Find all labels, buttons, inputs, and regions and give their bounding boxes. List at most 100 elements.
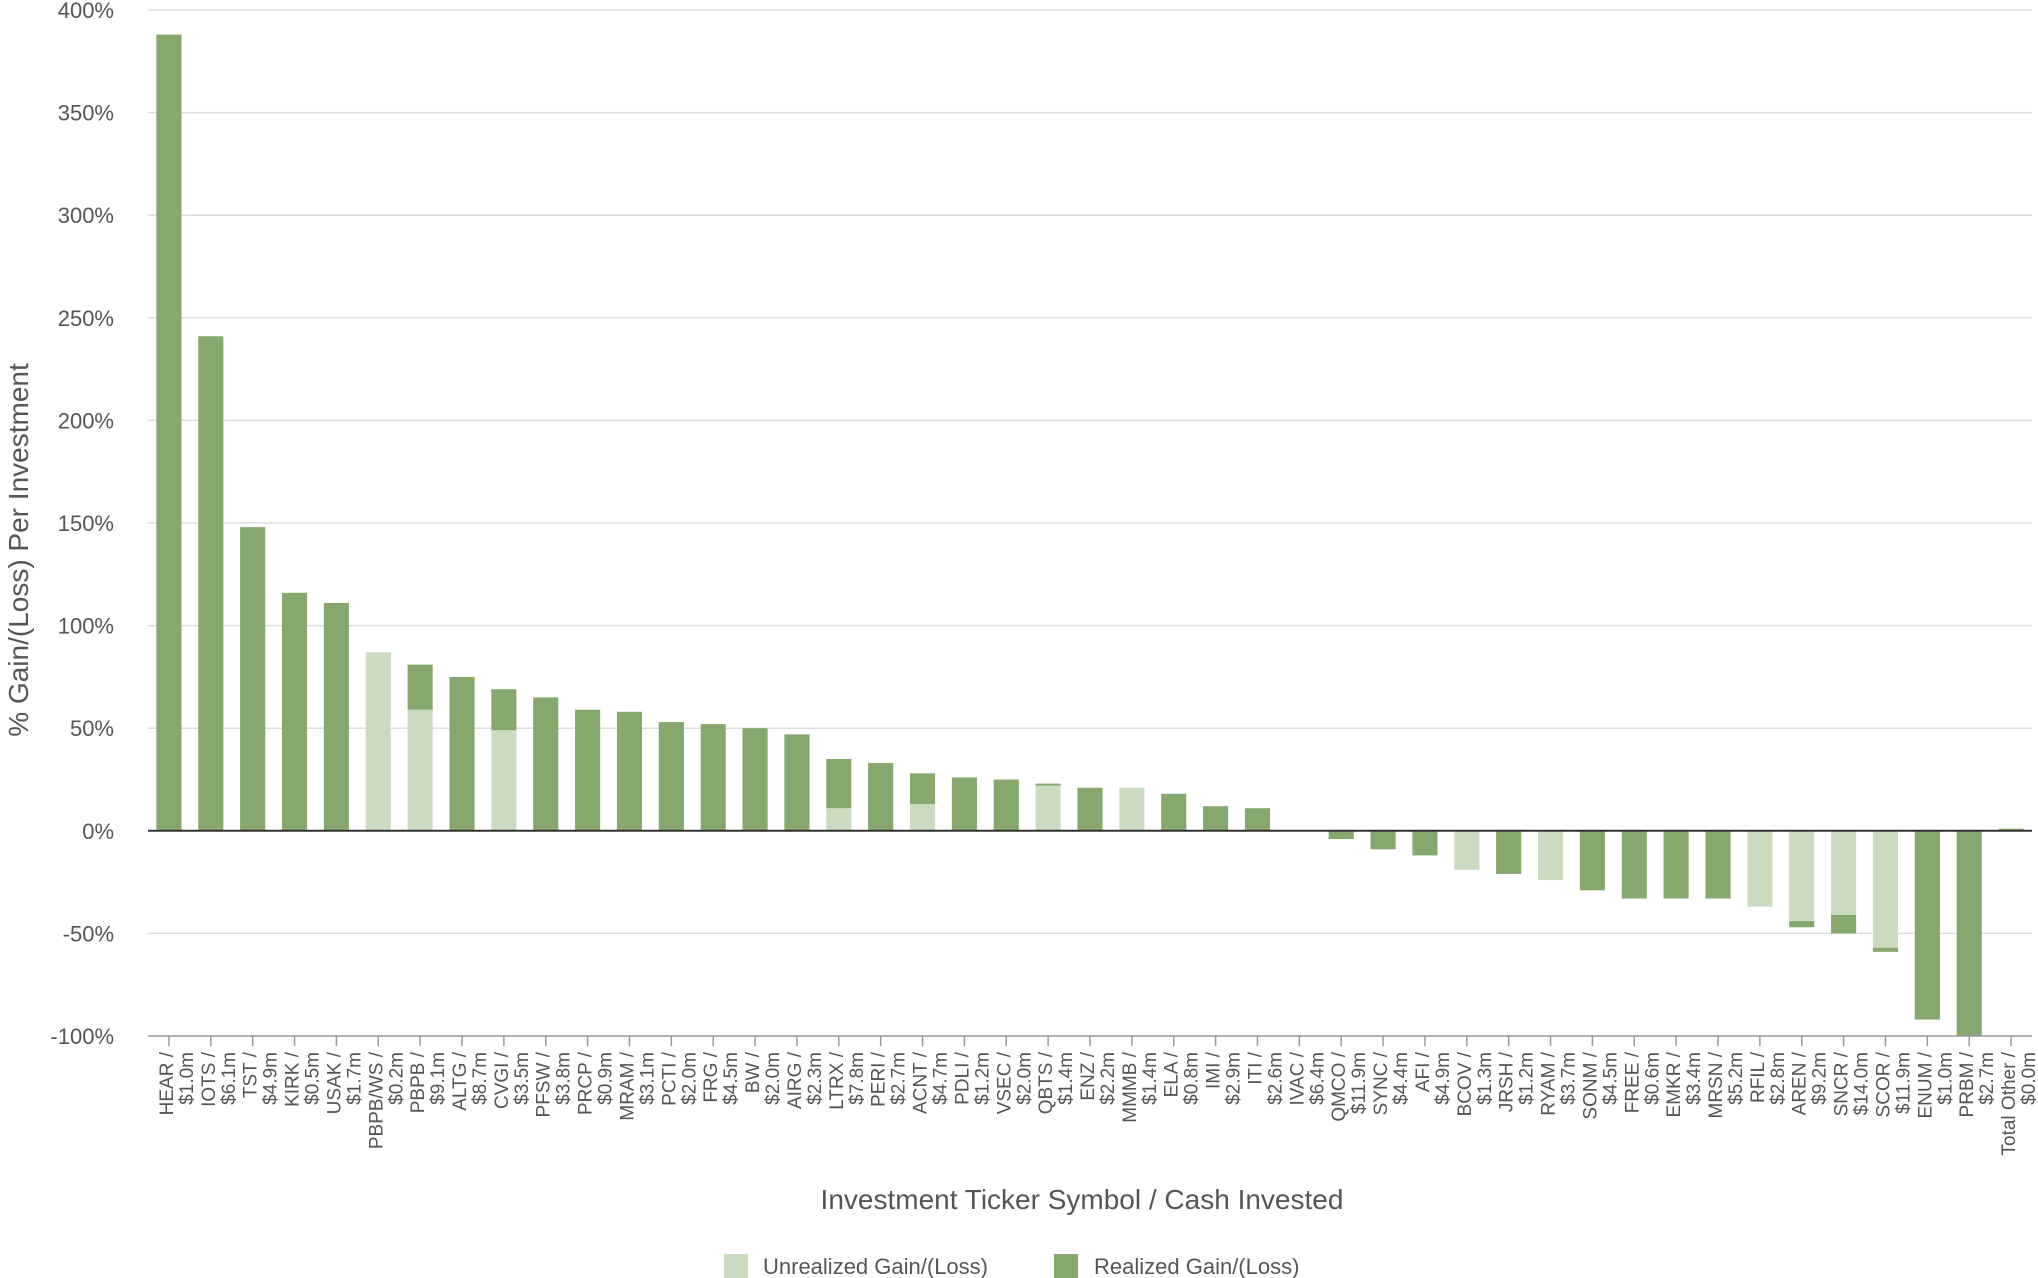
x-category-ticker: MMMB / [1120, 1051, 1141, 1122]
bars [156, 34, 2024, 1036]
x-category-label: ACNT /$4.7m [911, 1051, 952, 1114]
x-category-label: HEAR /$1.0m [157, 1051, 198, 1115]
x-category-cash: $2.0m [679, 1052, 700, 1105]
x-category-label: BW /$2.0m [743, 1051, 784, 1105]
x-category-label: Total Other /$0.0m [1999, 1051, 2038, 1155]
x-category-label: MRAM /$3.1m [618, 1051, 659, 1120]
y-axis-title: % Gain/(Loss) Per Investment [3, 363, 34, 737]
x-category-label: BCOV /$1.3m [1455, 1051, 1496, 1116]
y-tick-label: 100% [58, 614, 114, 639]
x-category-cash: $0.0m [2019, 1052, 2038, 1105]
x-category-cash: $6.1m [219, 1052, 240, 1105]
x-category-ticker: IVAC / [1287, 1051, 1308, 1105]
bar-realized [1621, 830, 1647, 899]
bar-realized [575, 709, 601, 831]
bar-realized [281, 592, 308, 831]
x-category-cash: $3.4m [1684, 1052, 1705, 1105]
x-category-cash: $1.4m [1056, 1052, 1077, 1105]
bar-unrealized [1831, 830, 1857, 915]
x-category-ticker: ENUM / [1915, 1051, 1936, 1118]
x-category-label: PDLI /$1.2m [952, 1051, 993, 1105]
bar-realized [156, 34, 182, 831]
x-category-cash: $4.5m [721, 1052, 742, 1105]
bar-realized [407, 664, 433, 710]
x-category-label: QBTS /$1.4m [1036, 1051, 1077, 1114]
x-category-ticker: RFIL / [1748, 1051, 1769, 1103]
x-category-label: PBPB /$9.1m [408, 1051, 449, 1113]
x-category-label: MMMB /$1.4m [1120, 1051, 1161, 1122]
x-category-cash: $0.9m [596, 1052, 617, 1105]
x-category-ticker: PCTI / [659, 1051, 680, 1106]
legend-swatch-realized [1054, 1254, 1078, 1278]
x-category-label: PFSW /$3.8m [534, 1051, 575, 1117]
x-category-ticker: PBPB/WS / [366, 1051, 387, 1149]
x-category-label: CVGI /$3.5m [492, 1051, 533, 1109]
x-category-ticker: PERI / [869, 1051, 890, 1107]
y-tick-label: 300% [58, 203, 114, 228]
bar-realized [240, 527, 266, 831]
bar-realized [993, 779, 1019, 831]
x-category-ticker: MRSN / [1706, 1051, 1727, 1118]
x-category-ticker: QMCO / [1329, 1051, 1350, 1121]
x-category-cash: $2.7m [889, 1052, 910, 1105]
x-category-cash: $4.5m [1600, 1052, 1621, 1105]
bar-realized [1789, 921, 1815, 928]
y-tick-label: -100% [50, 1024, 114, 1049]
x-category-label: PBPB/WS /$0.2m [366, 1051, 407, 1149]
bar-unrealized [1789, 830, 1815, 922]
y-axis-ticks: -100% -50% 0% 50% 100% 150% 200% 250% 300% 350% 40… [50, 0, 114, 1049]
x-category-ticker: CVGI / [492, 1051, 513, 1109]
bar-realized [198, 336, 224, 831]
x-category-label: AREN /$9.2m [1790, 1051, 1831, 1115]
x-category-cash: $0.6m [1642, 1052, 1663, 1105]
x-category-cash: $14.0m [1852, 1052, 1873, 1115]
x-category-ticker: AIRG / [785, 1051, 806, 1109]
x-category-label: RFIL /$2.8m [1748, 1051, 1789, 1105]
bar-unrealized [1747, 830, 1773, 907]
x-category-label: IOTS /$6.1m [199, 1051, 240, 1107]
x-category-ticker: IMI / [1204, 1051, 1225, 1089]
x-category-cash: $3.8m [554, 1052, 575, 1105]
x-category-cash: $4.9m [1433, 1052, 1454, 1105]
x-category-ticker: ACNT / [911, 1051, 932, 1114]
y-tick-label: 50% [70, 716, 114, 741]
x-category-label: MRSN /$5.2m [1706, 1051, 1747, 1118]
x-category-label: FRG /$4.5m [701, 1051, 742, 1105]
x-category-cash: $1.0m [177, 1052, 198, 1105]
x-category-cash: $2.3m [805, 1052, 826, 1105]
x-category-label: AFI /$4.9m [1413, 1051, 1454, 1105]
x-category-cash: $11.9m [1894, 1052, 1915, 1114]
bar-unrealized [365, 652, 391, 831]
x-category-cash: $7.8m [847, 1052, 868, 1105]
bar-realized [491, 689, 517, 731]
bar-realized [909, 773, 936, 805]
y-tick-label: 150% [58, 511, 114, 536]
x-category-label: VSEC /$2.0m [994, 1051, 1035, 1114]
y-tick-label: 350% [58, 101, 114, 126]
x-category-cash: $4.4m [1391, 1052, 1412, 1105]
x-category-label: PRCP /$0.9m [576, 1051, 617, 1115]
x-category-ticker: JRSH / [1497, 1051, 1518, 1112]
x-category-label: PRBM /$2.7m [1957, 1051, 1998, 1117]
x-category-label: USAK /$1.7m [324, 1051, 365, 1114]
x-category-cash: $9.1m [428, 1052, 449, 1105]
x-category-cash: $8.7m [470, 1052, 491, 1105]
y-tick-label: 200% [58, 408, 114, 433]
x-category-label: ENZ /$2.2m [1078, 1051, 1119, 1105]
bar-realized [1579, 830, 1605, 891]
x-category-ticker: ENZ / [1078, 1051, 1099, 1100]
bar-realized [323, 603, 349, 831]
x-category-cash: $9.2m [1810, 1052, 1831, 1105]
x-category-ticker: Total Other / [1999, 1051, 2020, 1155]
bar-realized [1831, 914, 1857, 934]
x-category-cash: $1.4m [1140, 1052, 1161, 1105]
x-category-label: SCOR /$11.9m [1874, 1051, 1915, 1117]
bar-realized [616, 711, 643, 831]
x-category-cash: $2.7m [1977, 1052, 1998, 1105]
x-category-ticker: EMKR / [1664, 1051, 1685, 1117]
x-category-label: ITI /$2.6m [1246, 1051, 1287, 1105]
bar-realized [1077, 787, 1103, 831]
x-category-ticker: FRG / [701, 1051, 722, 1102]
bar-realized [1956, 830, 1982, 1036]
x-category-label: PCTI /$2.0m [659, 1051, 700, 1106]
